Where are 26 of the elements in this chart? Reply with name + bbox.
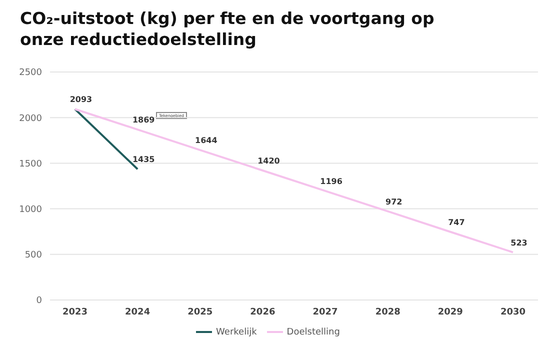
x-tick-label: 2023 xyxy=(62,307,88,318)
y-tick-label: 1000 xyxy=(19,204,42,215)
x-tick-label: 2025 xyxy=(188,307,213,318)
legend-label: Werkelijk xyxy=(216,327,257,338)
data-label: 1420 xyxy=(258,156,280,166)
x-tick-label: 2030 xyxy=(500,307,526,318)
data-label: 2093 xyxy=(70,95,92,104)
data-label: 972 xyxy=(386,197,402,206)
data-label: 523 xyxy=(510,238,528,248)
y-tick-label: 500 xyxy=(24,250,42,261)
data-label: 1196 xyxy=(320,176,343,186)
y-tick-label: 2500 xyxy=(19,68,42,78)
x-tick-label: 2028 xyxy=(375,307,400,318)
chart-title: CO₂-uitstoot (kg) per fte en de voortgang op onze reductiedoelstelling xyxy=(20,8,436,50)
y-tick-label: 2000 xyxy=(19,114,42,124)
x-tick-label: 2029 xyxy=(438,307,463,318)
x-tick-label: 2027 xyxy=(312,307,338,318)
data-label: 1869 xyxy=(132,116,156,125)
data-label: 747 xyxy=(448,218,465,227)
x-tick-label: 2026 xyxy=(250,307,276,318)
data-label: 1435 xyxy=(132,155,156,164)
x-tick-label: 2024 xyxy=(125,307,150,318)
y-tick-label: 1500 xyxy=(19,159,42,170)
legend-label: Doelstelling xyxy=(286,327,340,338)
data-label: 1644 xyxy=(195,136,218,146)
y-tick-label: 0 xyxy=(36,296,42,306)
